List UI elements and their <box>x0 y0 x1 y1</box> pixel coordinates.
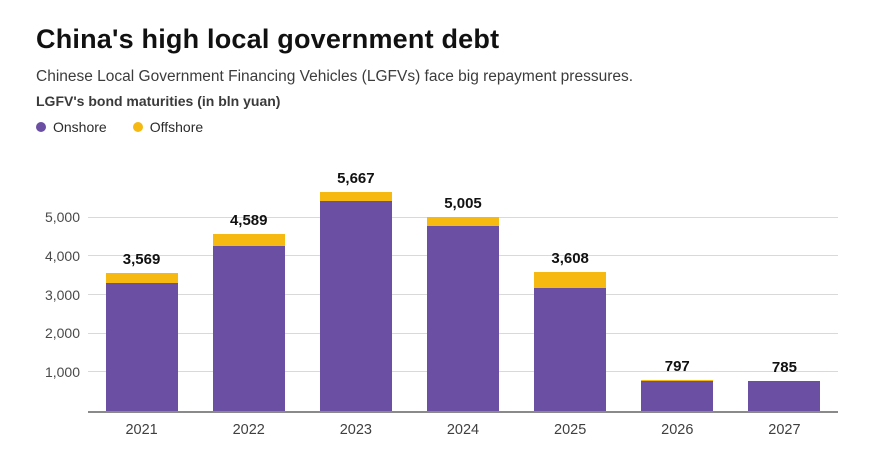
y-tick-label: 5,000 <box>44 209 80 226</box>
bar-value-label: 797 <box>664 358 690 376</box>
x-axis-labels: 2021 2022 2023 2024 2025 2026 2027 <box>88 422 838 438</box>
segment-onshore <box>534 288 607 411</box>
x-tick-label: 2024 <box>446 422 480 438</box>
legend-label: Onshore <box>53 119 107 135</box>
segment-offshore <box>641 380 714 382</box>
bar-group-2025: 3,608 <box>517 141 624 411</box>
x-tick-label: 2025 <box>554 422 587 438</box>
bar-value-label: 3,569 <box>122 251 161 269</box>
legend-item-onshore: Onshore <box>36 119 107 135</box>
x-tick-label: 2021 <box>125 422 158 438</box>
legend-label: Offshore <box>149 119 204 135</box>
bar-group-2026: 797 <box>624 141 731 411</box>
bar-2021 <box>105 273 178 411</box>
bar-2025 <box>534 271 607 411</box>
bars-row: 3,569 4,589 5,667 5,005 3,608 797 785 <box>88 141 838 411</box>
page-title: China's high local government debt <box>36 24 500 54</box>
x-tick-label: 2023 <box>339 422 372 438</box>
segment-offshore <box>212 233 285 247</box>
bar-value-label: 4,589 <box>229 211 268 229</box>
segment-onshore <box>748 381 821 411</box>
plot-area: 3,569 4,589 5,667 5,005 3,608 797 785 1,000 2,0… <box>45 170 838 413</box>
bar-group-2023: 5,667 <box>302 141 409 411</box>
bar-2024 <box>426 217 499 411</box>
bar-2022 <box>212 233 285 411</box>
bar-2026 <box>641 380 714 411</box>
bar-group-2022: 4,589 <box>195 141 302 411</box>
segment-onshore <box>319 200 392 411</box>
bar-group-2027: 785 <box>731 141 838 411</box>
y-tick-label: 1,000 <box>44 363 80 380</box>
x-tick-label: 2027 <box>768 422 801 438</box>
bar-value-label: 5,005 <box>444 195 482 213</box>
bar-2027 <box>748 380 821 411</box>
segment-offshore <box>426 217 499 226</box>
y-tick-label: 3,000 <box>44 286 80 303</box>
gridline: 5,000 <box>45 209 838 225</box>
chart-subtitle: Chinese Local Government Financing Vehic… <box>36 68 634 85</box>
segment-offshore <box>319 191 392 201</box>
segment-onshore <box>426 225 499 411</box>
segment-onshore <box>641 381 714 411</box>
segment-offshore <box>534 271 607 289</box>
legend-dot-icon <box>36 122 46 132</box>
legend: Onshore Offshore <box>36 119 838 135</box>
y-tick-label: 2,000 <box>44 325 80 342</box>
bar-group-2024: 5,005 <box>409 141 516 411</box>
legend-item-offshore: Offshore <box>132 119 204 135</box>
legend-dot-icon <box>132 122 143 132</box>
chart-units-label: LGFV's bond maturities (in bln yuan) <box>36 93 281 109</box>
x-tick-label: 2026 <box>661 422 694 438</box>
chart: 3,569 4,589 5,667 5,005 3,608 797 785 1,000 2,0… <box>45 170 838 438</box>
bar-value-label: 3,608 <box>551 249 589 267</box>
segment-offshore <box>748 380 821 382</box>
segment-onshore <box>105 283 178 411</box>
y-tick-label: 4,000 <box>44 247 80 264</box>
bar-2023 <box>319 191 392 411</box>
segment-onshore <box>212 246 285 411</box>
x-tick-label: 2022 <box>232 422 265 438</box>
segment-offshore <box>105 273 178 284</box>
bar-value-label: 5,667 <box>337 169 375 187</box>
bar-group-2021: 3,569 <box>88 141 195 411</box>
bar-value-label: 785 <box>771 358 797 376</box>
